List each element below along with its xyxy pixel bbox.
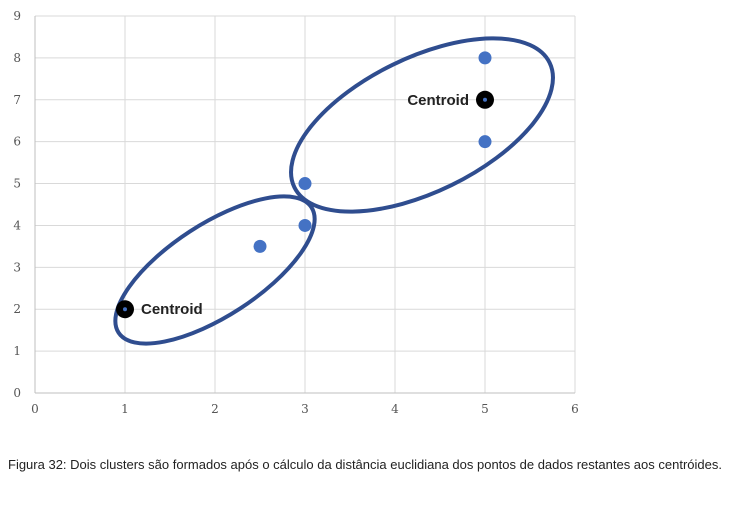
data-point	[478, 135, 492, 149]
centroid-center-dot	[123, 307, 127, 312]
data-point	[298, 218, 312, 232]
y-tick-label: 5	[13, 177, 21, 191]
centroids: Centroid Centroid	[116, 90, 494, 319]
y-tick-label: 1	[13, 344, 21, 358]
x-tick-label: 5	[481, 402, 489, 416]
x-tick-label: 1	[121, 402, 129, 416]
centroid-center-dot	[483, 97, 487, 102]
y-tick-label: 6	[13, 135, 21, 149]
y-tick-label: 7	[13, 93, 21, 107]
x-tick-label: 2	[211, 402, 219, 416]
x-tick-label: 4	[391, 402, 399, 416]
x-tick-label: 0	[31, 402, 39, 416]
y-tick-label: 0	[13, 386, 21, 400]
centroid-label: Centroid	[407, 92, 469, 109]
cluster-ellipses	[113, 36, 555, 346]
data-point	[478, 51, 492, 65]
y-tick-label: 9	[13, 9, 21, 23]
scatter-chart: 0 1 2 3 4 5 6 0 1 2 3 4 5 6 7 8 9 Centroid Centroid	[13, 9, 578, 416]
y-tick-label: 4	[13, 218, 21, 232]
tick-labels: 0 1 2 3 4 5 6 0 1 2 3 4 5 6 7 8 9	[13, 9, 578, 416]
centroid-label: Centroid	[141, 301, 203, 318]
cluster-ellipse-1	[113, 194, 317, 346]
y-tick-label: 8	[13, 51, 21, 65]
data-point	[298, 177, 312, 191]
y-tick-label: 2	[13, 302, 21, 316]
axes	[34, 16, 575, 394]
x-tick-label: 6	[571, 402, 579, 416]
figure-caption: Figura 32: Dois clusters são formados ap…	[8, 457, 722, 472]
data-points	[253, 51, 492, 253]
cluster-ellipse-2	[289, 36, 555, 214]
grid-lines	[35, 15, 576, 393]
y-tick-label: 3	[13, 260, 21, 274]
data-point	[253, 239, 267, 253]
x-tick-label: 3	[301, 402, 309, 416]
